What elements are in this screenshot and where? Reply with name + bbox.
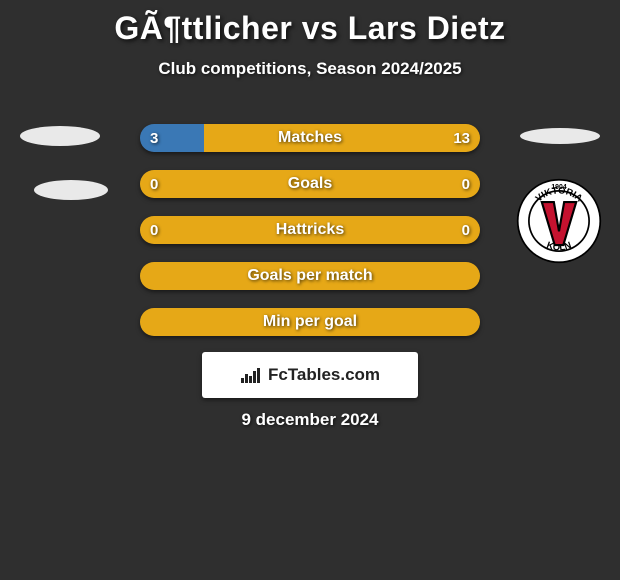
stat-bar: Goals0 0	[140, 170, 480, 198]
date-label: 9 december 2024	[0, 410, 620, 430]
bar-value-right: 0	[462, 170, 470, 198]
subtitle: Club competitions, Season 2024/2025	[0, 59, 620, 79]
player-left-logo-1	[20, 126, 100, 146]
stat-bar: Goals per match	[140, 262, 480, 290]
bar-label: Matches	[140, 124, 480, 152]
bars-icon	[240, 366, 262, 384]
bar-value-left: 3	[150, 124, 158, 152]
stat-bar: Hattricks0 0	[140, 216, 480, 244]
player-left-logo-2	[34, 180, 108, 200]
club-crest-viktoria-koln: VIKTORIA KÖLN 1904	[516, 178, 602, 264]
comparison-infographic: GÃ¶ttlicher vs Lars Dietz Club competiti…	[0, 0, 620, 580]
bar-value-left: 0	[150, 170, 158, 198]
bar-label: Goals per match	[140, 262, 480, 290]
bar-value-right: 0	[462, 216, 470, 244]
stat-bar: Min per goal	[140, 308, 480, 336]
crest-year: 1904	[551, 184, 566, 191]
bar-label: Min per goal	[140, 308, 480, 336]
player-right-logo-1	[520, 128, 600, 144]
fctables-attribution: FcTables.com	[202, 352, 418, 398]
bar-label: Goals	[140, 170, 480, 198]
bar-label: Hattricks	[140, 216, 480, 244]
bar-value-left: 0	[150, 216, 158, 244]
comparison-bars: Matches313Goals00Hattricks00Goals per ma…	[140, 124, 480, 354]
page-title: GÃ¶ttlicher vs Lars Dietz	[0, 0, 620, 47]
fctables-label: FcTables.com	[268, 365, 380, 385]
stat-bar: Matches3 13	[140, 124, 480, 152]
bar-value-right: 13	[453, 124, 470, 152]
